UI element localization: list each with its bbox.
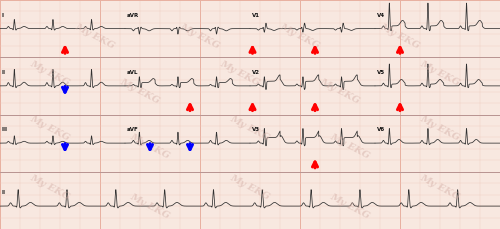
Text: My EKG: My EKG <box>178 22 222 51</box>
Text: My EKG: My EKG <box>228 114 272 142</box>
Text: My EKG: My EKG <box>418 59 462 87</box>
Text: My EKG: My EKG <box>228 174 272 202</box>
Text: II: II <box>2 70 6 75</box>
Text: My EKG: My EKG <box>278 22 322 51</box>
Text: I: I <box>2 13 4 18</box>
Text: My EKG: My EKG <box>378 22 422 51</box>
Text: II: II <box>2 190 6 195</box>
Text: III: III <box>2 127 8 132</box>
Text: V5: V5 <box>377 70 385 75</box>
Text: aVL: aVL <box>127 70 138 75</box>
Text: V4: V4 <box>377 13 385 18</box>
Text: My EKG: My EKG <box>418 114 462 142</box>
Text: My EKG: My EKG <box>218 59 262 87</box>
Text: V1: V1 <box>252 13 260 18</box>
Text: My EKG: My EKG <box>128 192 172 220</box>
Text: aVF: aVF <box>127 127 139 132</box>
Text: aVR: aVR <box>127 13 139 18</box>
Text: My EKG: My EKG <box>328 132 372 161</box>
Text: My EKG: My EKG <box>418 174 462 202</box>
Text: My EKG: My EKG <box>28 174 72 202</box>
Text: My EKG: My EKG <box>28 114 72 142</box>
Text: My EKG: My EKG <box>118 77 162 106</box>
Text: My EKG: My EKG <box>318 77 362 106</box>
Text: My EKG: My EKG <box>74 22 116 51</box>
Text: V2: V2 <box>252 70 260 75</box>
Text: My EKG: My EKG <box>128 132 172 161</box>
Text: V6: V6 <box>377 127 385 132</box>
Text: My EKG: My EKG <box>328 192 372 220</box>
Text: My EKG: My EKG <box>28 59 72 87</box>
Text: V3: V3 <box>252 127 260 132</box>
